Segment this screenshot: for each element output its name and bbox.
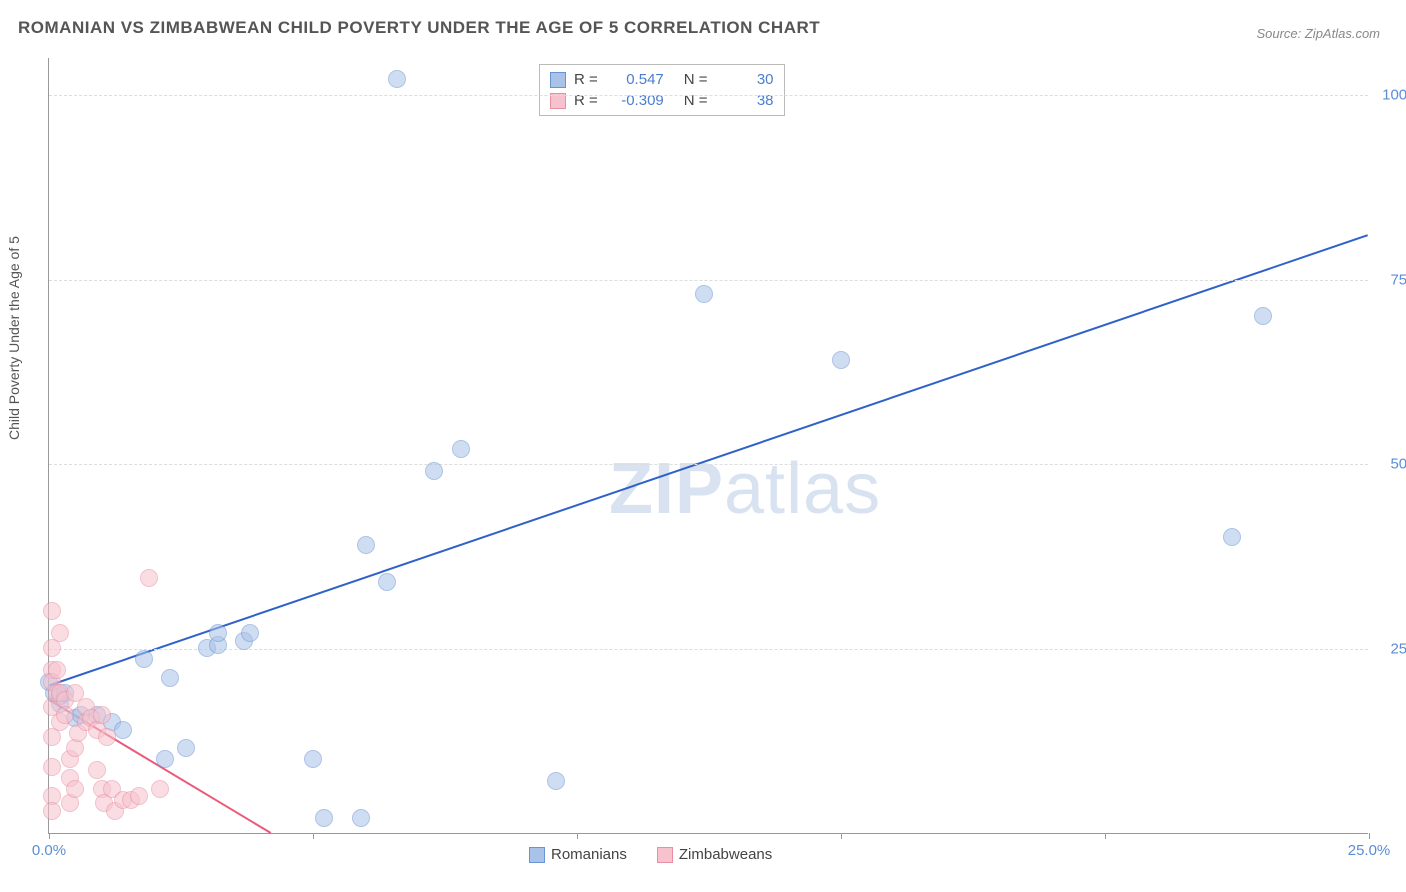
data-point: [357, 536, 375, 554]
legend-series-label: Romanians: [551, 846, 627, 863]
r-value: 0.547: [610, 71, 664, 88]
data-point: [48, 661, 66, 679]
data-point: [156, 750, 174, 768]
data-point: [388, 70, 406, 88]
data-point: [130, 787, 148, 805]
data-point: [43, 602, 61, 620]
data-point: [43, 802, 61, 820]
data-point: [140, 569, 158, 587]
x-tick: [313, 833, 314, 839]
legend-series-label: Zimbabweans: [679, 846, 772, 863]
y-tick-label: 25.0%: [1373, 641, 1406, 658]
y-tick-label: 100.0%: [1373, 86, 1406, 103]
gridline: [49, 95, 1368, 96]
data-point: [88, 761, 106, 779]
data-point: [93, 706, 111, 724]
data-point: [177, 739, 195, 757]
data-point: [1254, 307, 1272, 325]
legend-swatch: [529, 847, 545, 863]
gridline: [49, 464, 1368, 465]
x-tick: [841, 833, 842, 839]
y-tick-label: 50.0%: [1373, 456, 1406, 473]
x-tick-label: 0.0%: [32, 842, 66, 859]
data-point: [452, 440, 470, 458]
data-point: [56, 706, 74, 724]
data-point: [695, 285, 713, 303]
data-point: [51, 624, 69, 642]
x-tick: [1105, 833, 1106, 839]
gridline: [49, 280, 1368, 281]
legend-series-item: Zimbabweans: [657, 846, 772, 863]
data-point: [114, 721, 132, 739]
x-tick: [577, 833, 578, 839]
chart-title: ROMANIAN VS ZIMBABWEAN CHILD POVERTY UND…: [18, 18, 820, 38]
legend-swatch: [657, 847, 673, 863]
data-point: [151, 780, 169, 798]
legend-correlation-row: R =-0.309N =38: [550, 90, 774, 111]
data-point: [352, 809, 370, 827]
data-point: [304, 750, 322, 768]
data-point: [832, 351, 850, 369]
x-tick-label: 25.0%: [1348, 842, 1391, 859]
data-point: [315, 809, 333, 827]
legend-correlation-row: R = 0.547 N = 30: [550, 69, 774, 90]
data-point: [425, 462, 443, 480]
data-point: [66, 780, 84, 798]
x-tick: [1369, 833, 1370, 839]
plot-area: ZIPatlas R =0.547N =30R =-0.309N =38 Rom…: [48, 58, 1368, 834]
legend-series-item: Romanians: [529, 846, 627, 863]
data-point: [241, 624, 259, 642]
trend-lines-svg: [49, 58, 1368, 833]
data-point: [1223, 528, 1241, 546]
x-tick: [49, 833, 50, 839]
data-point: [161, 669, 179, 687]
data-point: [43, 758, 61, 776]
data-point: [98, 728, 116, 746]
y-tick-label: 75.0%: [1373, 271, 1406, 288]
data-point: [209, 624, 227, 642]
r-label: R =: [574, 71, 598, 88]
correlation-legend: R = 0.547 N = 30 R =-0.309N =38: [539, 64, 785, 116]
data-point: [135, 650, 153, 668]
trend-line: [49, 235, 1367, 685]
series-legend: Romanians Zimbabweans: [529, 846, 772, 863]
n-label: N =: [684, 71, 708, 88]
data-point: [547, 772, 565, 790]
y-axis-label: Child Poverty Under the Age of 5: [6, 236, 22, 440]
n-value: 30: [720, 71, 774, 88]
source-attribution: Source: ZipAtlas.com: [1256, 26, 1380, 41]
data-point: [378, 573, 396, 591]
legend-swatch: [550, 72, 566, 88]
